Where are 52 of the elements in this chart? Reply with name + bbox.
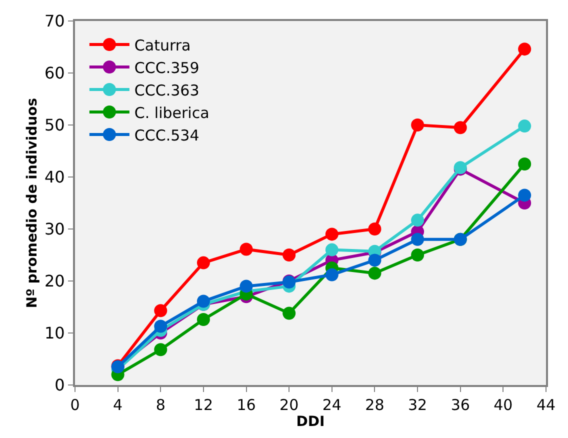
x-tick-label: 20 — [280, 396, 299, 414]
point — [454, 121, 467, 134]
legend-label: CCC.534 — [134, 126, 200, 144]
point — [196, 312, 210, 326]
x-tick-label: 24 — [322, 396, 342, 414]
x-tick-label: 32 — [408, 396, 428, 414]
point — [368, 266, 382, 280]
x-tick-label: 40 — [494, 396, 513, 414]
x-tick-label: 0 — [70, 396, 80, 414]
point — [325, 243, 338, 256]
y-tick-label: 60 — [44, 64, 65, 83]
x-tick-label: 12 — [194, 396, 213, 414]
y-tick-label: 0 — [54, 376, 65, 395]
point — [325, 228, 338, 241]
y-axis-title: Nº promedio de individuos — [24, 98, 41, 308]
point — [196, 256, 210, 270]
point — [196, 294, 210, 308]
point — [154, 320, 168, 333]
point — [325, 268, 338, 282]
legend-label: Caturra — [134, 36, 191, 54]
point — [411, 232, 424, 246]
y-tick-label: 40 — [44, 168, 65, 187]
legend-label: C. liberica — [134, 104, 210, 122]
y-tick-label: 30 — [44, 220, 65, 239]
point — [240, 242, 253, 256]
x-tick-label: 36 — [450, 396, 470, 414]
x-tick-label: 28 — [365, 396, 384, 414]
y-tick-label: 20 — [44, 272, 65, 291]
legend-label: CCC.359 — [134, 58, 200, 77]
point — [518, 42, 532, 56]
point — [411, 248, 424, 262]
point — [411, 118, 424, 132]
y-tick-label: 10 — [44, 324, 65, 343]
point — [282, 306, 296, 320]
point — [518, 158, 532, 170]
point — [518, 188, 532, 202]
point — [518, 120, 532, 133]
point — [154, 343, 168, 356]
legend-label: CCC.363 — [134, 81, 200, 100]
x-tick-label: 4 — [113, 396, 123, 414]
point — [240, 280, 253, 293]
x-tick-label: 8 — [156, 396, 166, 414]
point — [154, 304, 168, 318]
point — [282, 248, 296, 262]
x-tick-label: 16 — [236, 396, 256, 414]
x-axis-title: DDI — [296, 414, 325, 430]
y-tick-label: 50 — [44, 116, 65, 135]
point — [368, 222, 382, 236]
point — [411, 214, 424, 227]
x-tick-label: 44 — [536, 396, 556, 414]
y-tick-label: 70 — [44, 12, 65, 31]
point — [368, 254, 382, 267]
